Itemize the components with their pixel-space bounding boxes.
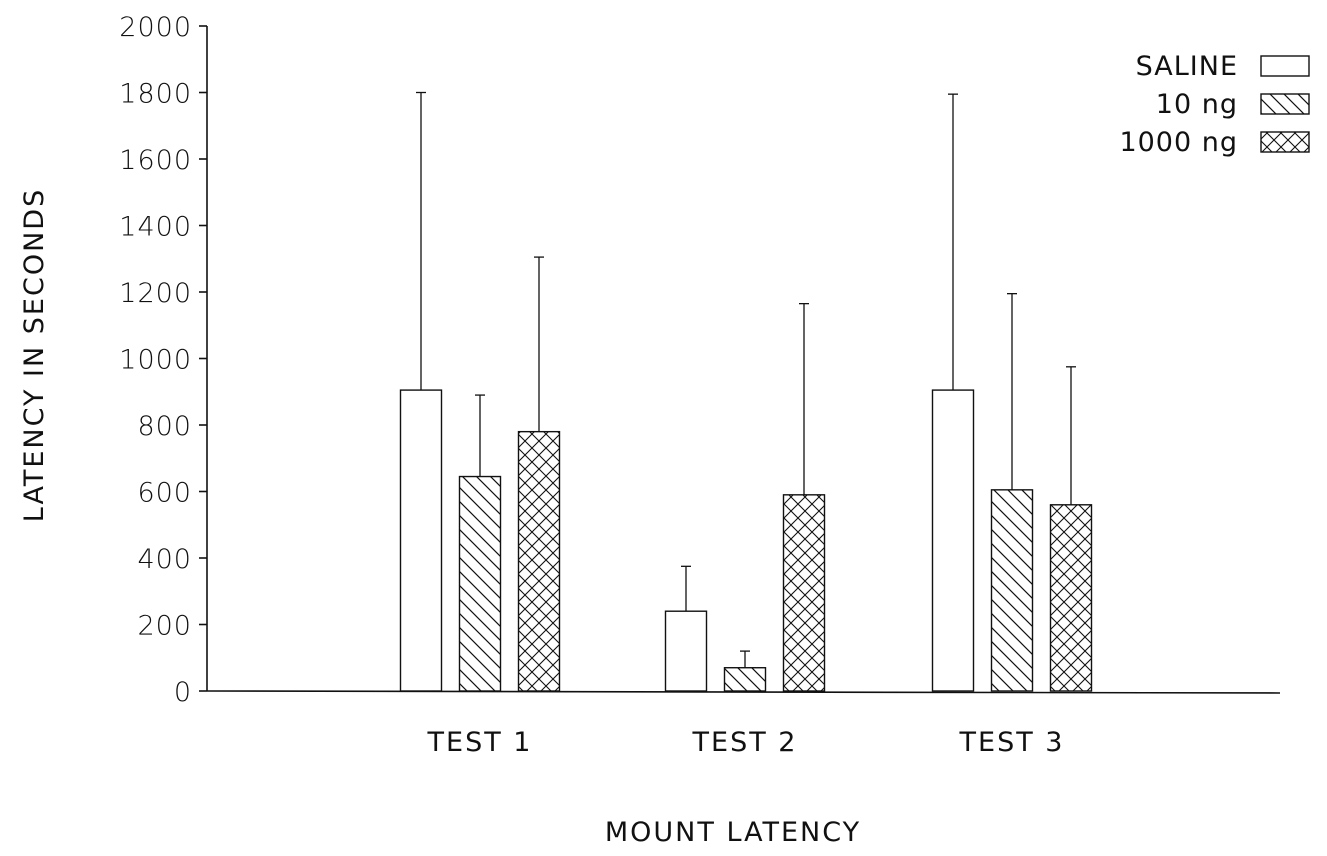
bar [517, 430, 561, 692]
legend-label: 1000 ng [1119, 127, 1238, 158]
y-tick-label: 600 [137, 478, 192, 509]
legend-label: 10 ng [1156, 89, 1238, 120]
y-tick-label: 1600 [119, 145, 192, 176]
legend-swatch [1260, 93, 1310, 115]
x-category-label: TEST 3 [959, 727, 1065, 758]
bars-group [399, 91, 1093, 692]
x-axis-category-labels: TEST 1 TEST 2 TEST 3 [427, 727, 1065, 758]
legend-swatch [1260, 55, 1310, 77]
legend-swatch [1260, 131, 1310, 153]
y-axis-title: LATENCY IN SECONDS [19, 188, 50, 522]
y-axis-ticks: 0 200 400 600 800 1000 1200 1400 1600 1800 2000 [119, 12, 207, 708]
legend: SALINE 10 ng 1000 ng [1119, 51, 1310, 158]
x-category-label: TEST 1 [427, 727, 533, 758]
y-tick-label: 0 [174, 677, 192, 708]
x-axis-title: MOUNT LATENCY [605, 817, 861, 848]
y-tick-label: 1000 [119, 345, 192, 376]
y-tick-label: 1800 [119, 79, 192, 110]
bar [782, 494, 826, 692]
bar [1049, 504, 1093, 692]
x-category-label: TEST 2 [692, 727, 798, 758]
bar [723, 667, 767, 692]
y-tick-label: 2000 [119, 12, 192, 43]
y-tick-label: 1200 [119, 278, 192, 309]
bar [931, 389, 975, 692]
legend-label: SALINE [1136, 51, 1238, 82]
y-tick-label: 800 [137, 411, 192, 442]
y-tick-label: 200 [137, 611, 192, 642]
bar [664, 610, 708, 692]
bar [458, 475, 502, 692]
y-tick-label: 1400 [119, 212, 192, 243]
bar [399, 389, 443, 692]
x-axis-line [206, 690, 1281, 694]
bar [990, 489, 1034, 692]
y-tick-label: 400 [137, 544, 192, 575]
